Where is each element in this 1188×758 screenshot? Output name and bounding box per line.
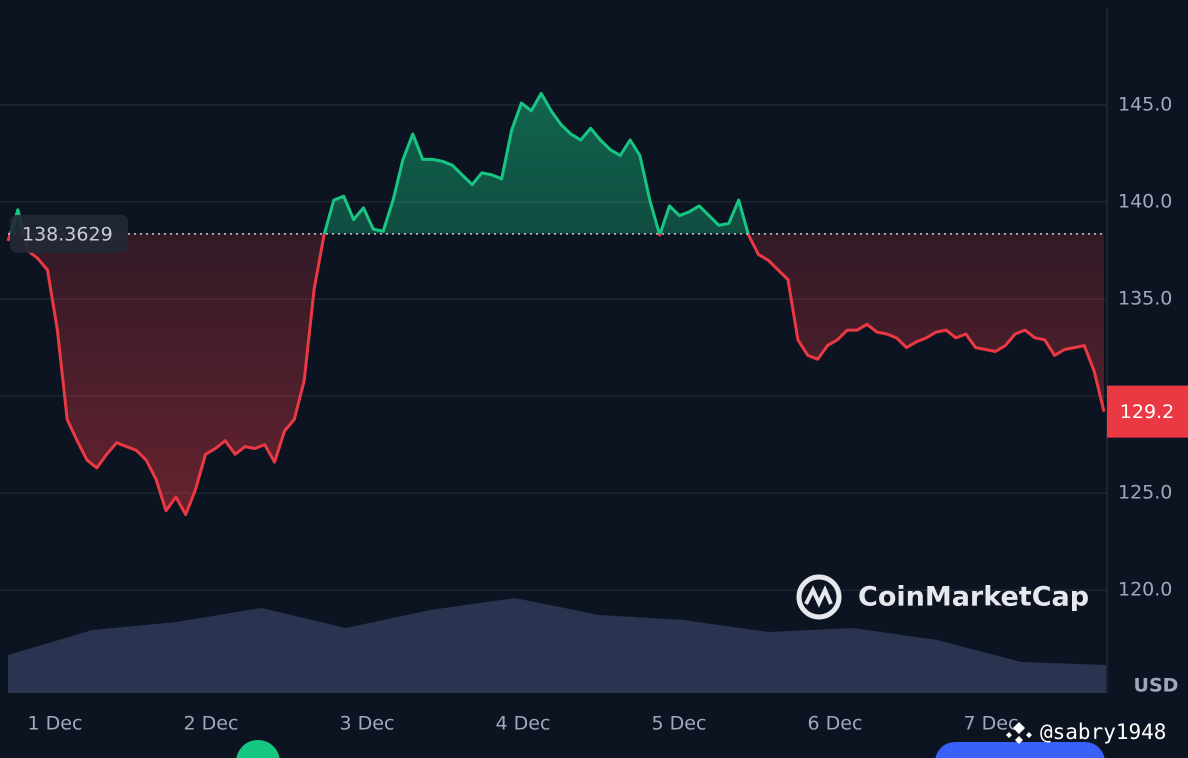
plot: 120.0125.0130.0135.0140.0145.0138.362912… [0, 91, 1188, 735]
baseline-badge [10, 214, 128, 253]
watermark: CoinMarketCap [796, 574, 1089, 620]
watermark-logo-mark [804, 585, 833, 608]
x-tick-label: 7 Dec [964, 713, 1019, 735]
user-overlay: @sabry1948 [1006, 720, 1166, 744]
y-tick-label: 145.0 [1118, 94, 1172, 116]
area-down [8, 233, 1104, 515]
x-tick-label: 2 Dec [184, 713, 239, 735]
floating-button[interactable] [935, 742, 1105, 758]
x-tick-label: 3 Dec [340, 713, 395, 735]
watermark-text: CoinMarketCap [858, 582, 1089, 613]
x-tick-label: 5 Dec [652, 713, 707, 735]
currency-label: USD [1134, 675, 1179, 697]
x-tick-label: 1 Dec [28, 713, 83, 735]
user-icon [1006, 722, 1032, 744]
baseline-label: 138.3629 [22, 223, 113, 245]
price-line-up [8, 91, 750, 234]
last-price-label: 129.2 [1120, 401, 1174, 423]
watermark-logo [796, 574, 842, 620]
x-tick-label: 4 Dec [496, 713, 551, 735]
user-name: @sabry1948 [1040, 720, 1166, 744]
area-up [8, 93, 1104, 234]
y-tick-label: 140.0 [1118, 191, 1172, 213]
x-tick-label: 6 Dec [808, 713, 863, 735]
y-tick-label: 135.0 [1118, 288, 1172, 310]
last-price-badge [1107, 385, 1188, 438]
volume-area [8, 598, 1106, 693]
price-line-down [6, 233, 1106, 516]
y-tick-label: 120.0 [1118, 579, 1172, 601]
y-tick-label: 125.0 [1118, 482, 1172, 504]
floating-button[interactable] [236, 740, 280, 758]
